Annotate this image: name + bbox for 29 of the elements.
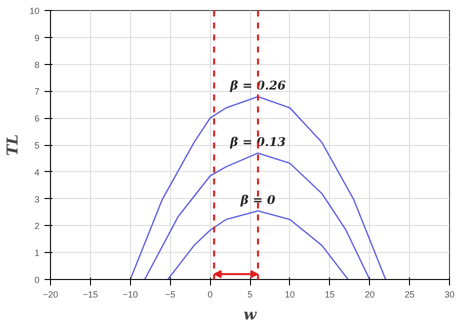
x-tick-label: 10	[284, 290, 295, 300]
x-tick-label: 30	[444, 290, 455, 300]
y-tick-label: 7	[34, 86, 40, 97]
line-series	[130, 96, 386, 280]
x-tick-label: 5	[247, 290, 253, 300]
y-tick-label: 5	[34, 140, 40, 150]
x-tick-label: −5	[165, 290, 176, 300]
x-tick-label: 20	[364, 290, 375, 300]
line-series	[167, 210, 349, 280]
y-tick-label: 2	[34, 221, 40, 232]
x-tick-label: −15	[82, 290, 98, 300]
x-tick-label: −20	[42, 290, 58, 300]
y-tick-label: 6	[34, 114, 40, 124]
x-tick-label: −10	[122, 290, 138, 300]
x-tick-label: 0	[208, 290, 213, 300]
y-tick-label: 4	[34, 167, 40, 178]
x-tick-label: 25	[404, 290, 415, 300]
series-label: β = 0.13	[229, 135, 286, 150]
y-axis-title: TL	[3, 134, 22, 156]
y-tick-label: 8	[34, 60, 40, 70]
y-tick-label: 1	[34, 248, 40, 258]
y-tick-label: 10	[29, 6, 40, 16]
line-series	[144, 152, 370, 280]
x-tick-label: 15	[324, 290, 335, 300]
y-tick-label: 0	[34, 275, 40, 285]
y-tick-label: 3	[34, 194, 40, 204]
series-label: β = 0	[240, 192, 276, 207]
x-axis-title: w	[244, 306, 258, 324]
y-tick-label: 9	[34, 32, 40, 43]
